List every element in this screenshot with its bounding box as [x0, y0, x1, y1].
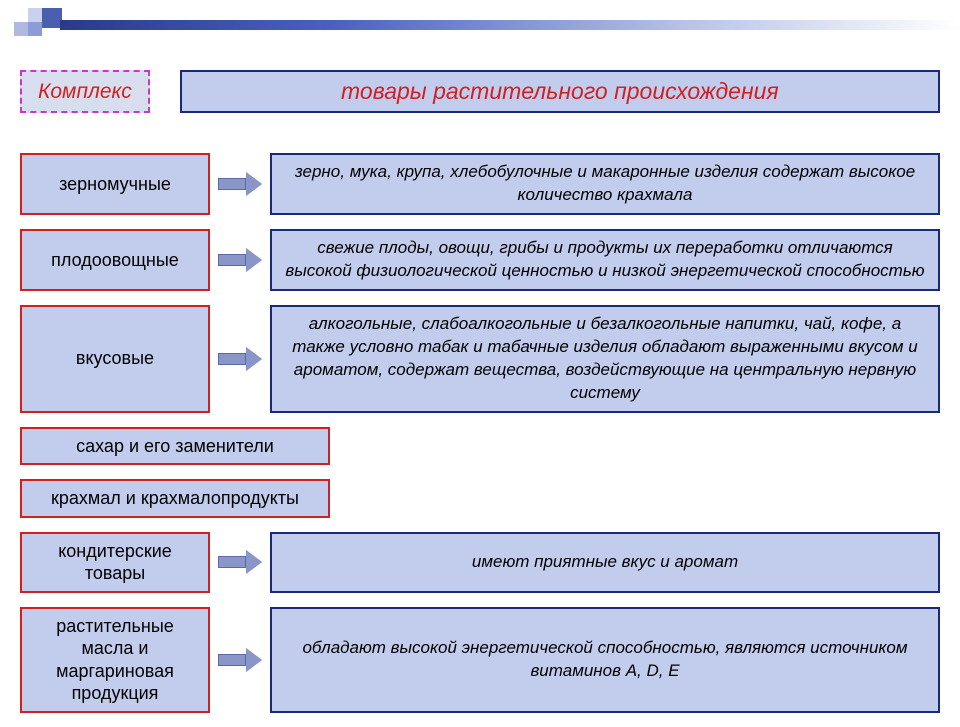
category-row: зерномучные зерно, мука, крупа, хлебобуло… — [20, 153, 940, 215]
category-row: растительные масла и маргариновая продук… — [20, 607, 940, 713]
description-box: зерно, мука, крупа, хлебобулочные и мака… — [270, 153, 940, 215]
arrow-icon — [218, 174, 262, 194]
category-box: вкусовые — [20, 305, 210, 413]
komplex-label: Комплекс — [20, 70, 150, 113]
main-content: Комплекс товары растительного происхожде… — [20, 70, 940, 727]
category-row: крахмал и крахмалопродукты — [20, 479, 940, 518]
description-box: обладают высокой энергетической способно… — [270, 607, 940, 713]
category-box: зерномучные — [20, 153, 210, 215]
arrow-cell — [210, 607, 270, 713]
arrow-icon — [218, 349, 262, 369]
category-row: сахар и его заменители — [20, 427, 940, 466]
category-row: вкусовые алкогольные, слабоалкогольные и … — [20, 305, 940, 413]
description-box: свежие плоды, овощи, грибы и продукты их… — [270, 229, 940, 291]
category-row: плодоовощные свежие плоды, овощи, грибы и… — [20, 229, 940, 291]
title-box: товары растительного происхождения — [180, 70, 940, 113]
category-box: кондитерские товары — [20, 532, 210, 593]
arrow-cell — [210, 153, 270, 215]
arrow-icon — [218, 552, 262, 572]
category-box: крахмал и крахмалопродукты — [20, 479, 330, 518]
description-box: алкогольные, слабоалкогольные и безалког… — [270, 305, 940, 413]
category-box: растительные масла и маргариновая продук… — [20, 607, 210, 713]
arrow-cell — [210, 532, 270, 593]
arrow-cell — [210, 229, 270, 291]
header-decoration — [0, 0, 960, 42]
category-box: сахар и его заменители — [20, 427, 330, 466]
description-box: имеют приятные вкус и аромат — [270, 532, 940, 593]
arrow-cell — [210, 305, 270, 413]
category-box: плодоовощные — [20, 229, 210, 291]
arrow-icon — [218, 650, 262, 670]
gradient-bar — [60, 20, 960, 30]
arrow-icon — [218, 250, 262, 270]
category-row: кондитерские товары имеют приятные вкус и… — [20, 532, 940, 593]
header-row: Комплекс товары растительного происхожде… — [20, 70, 940, 113]
rows-container: зерномучные зерно, мука, крупа, хлебобуло… — [20, 153, 940, 713]
